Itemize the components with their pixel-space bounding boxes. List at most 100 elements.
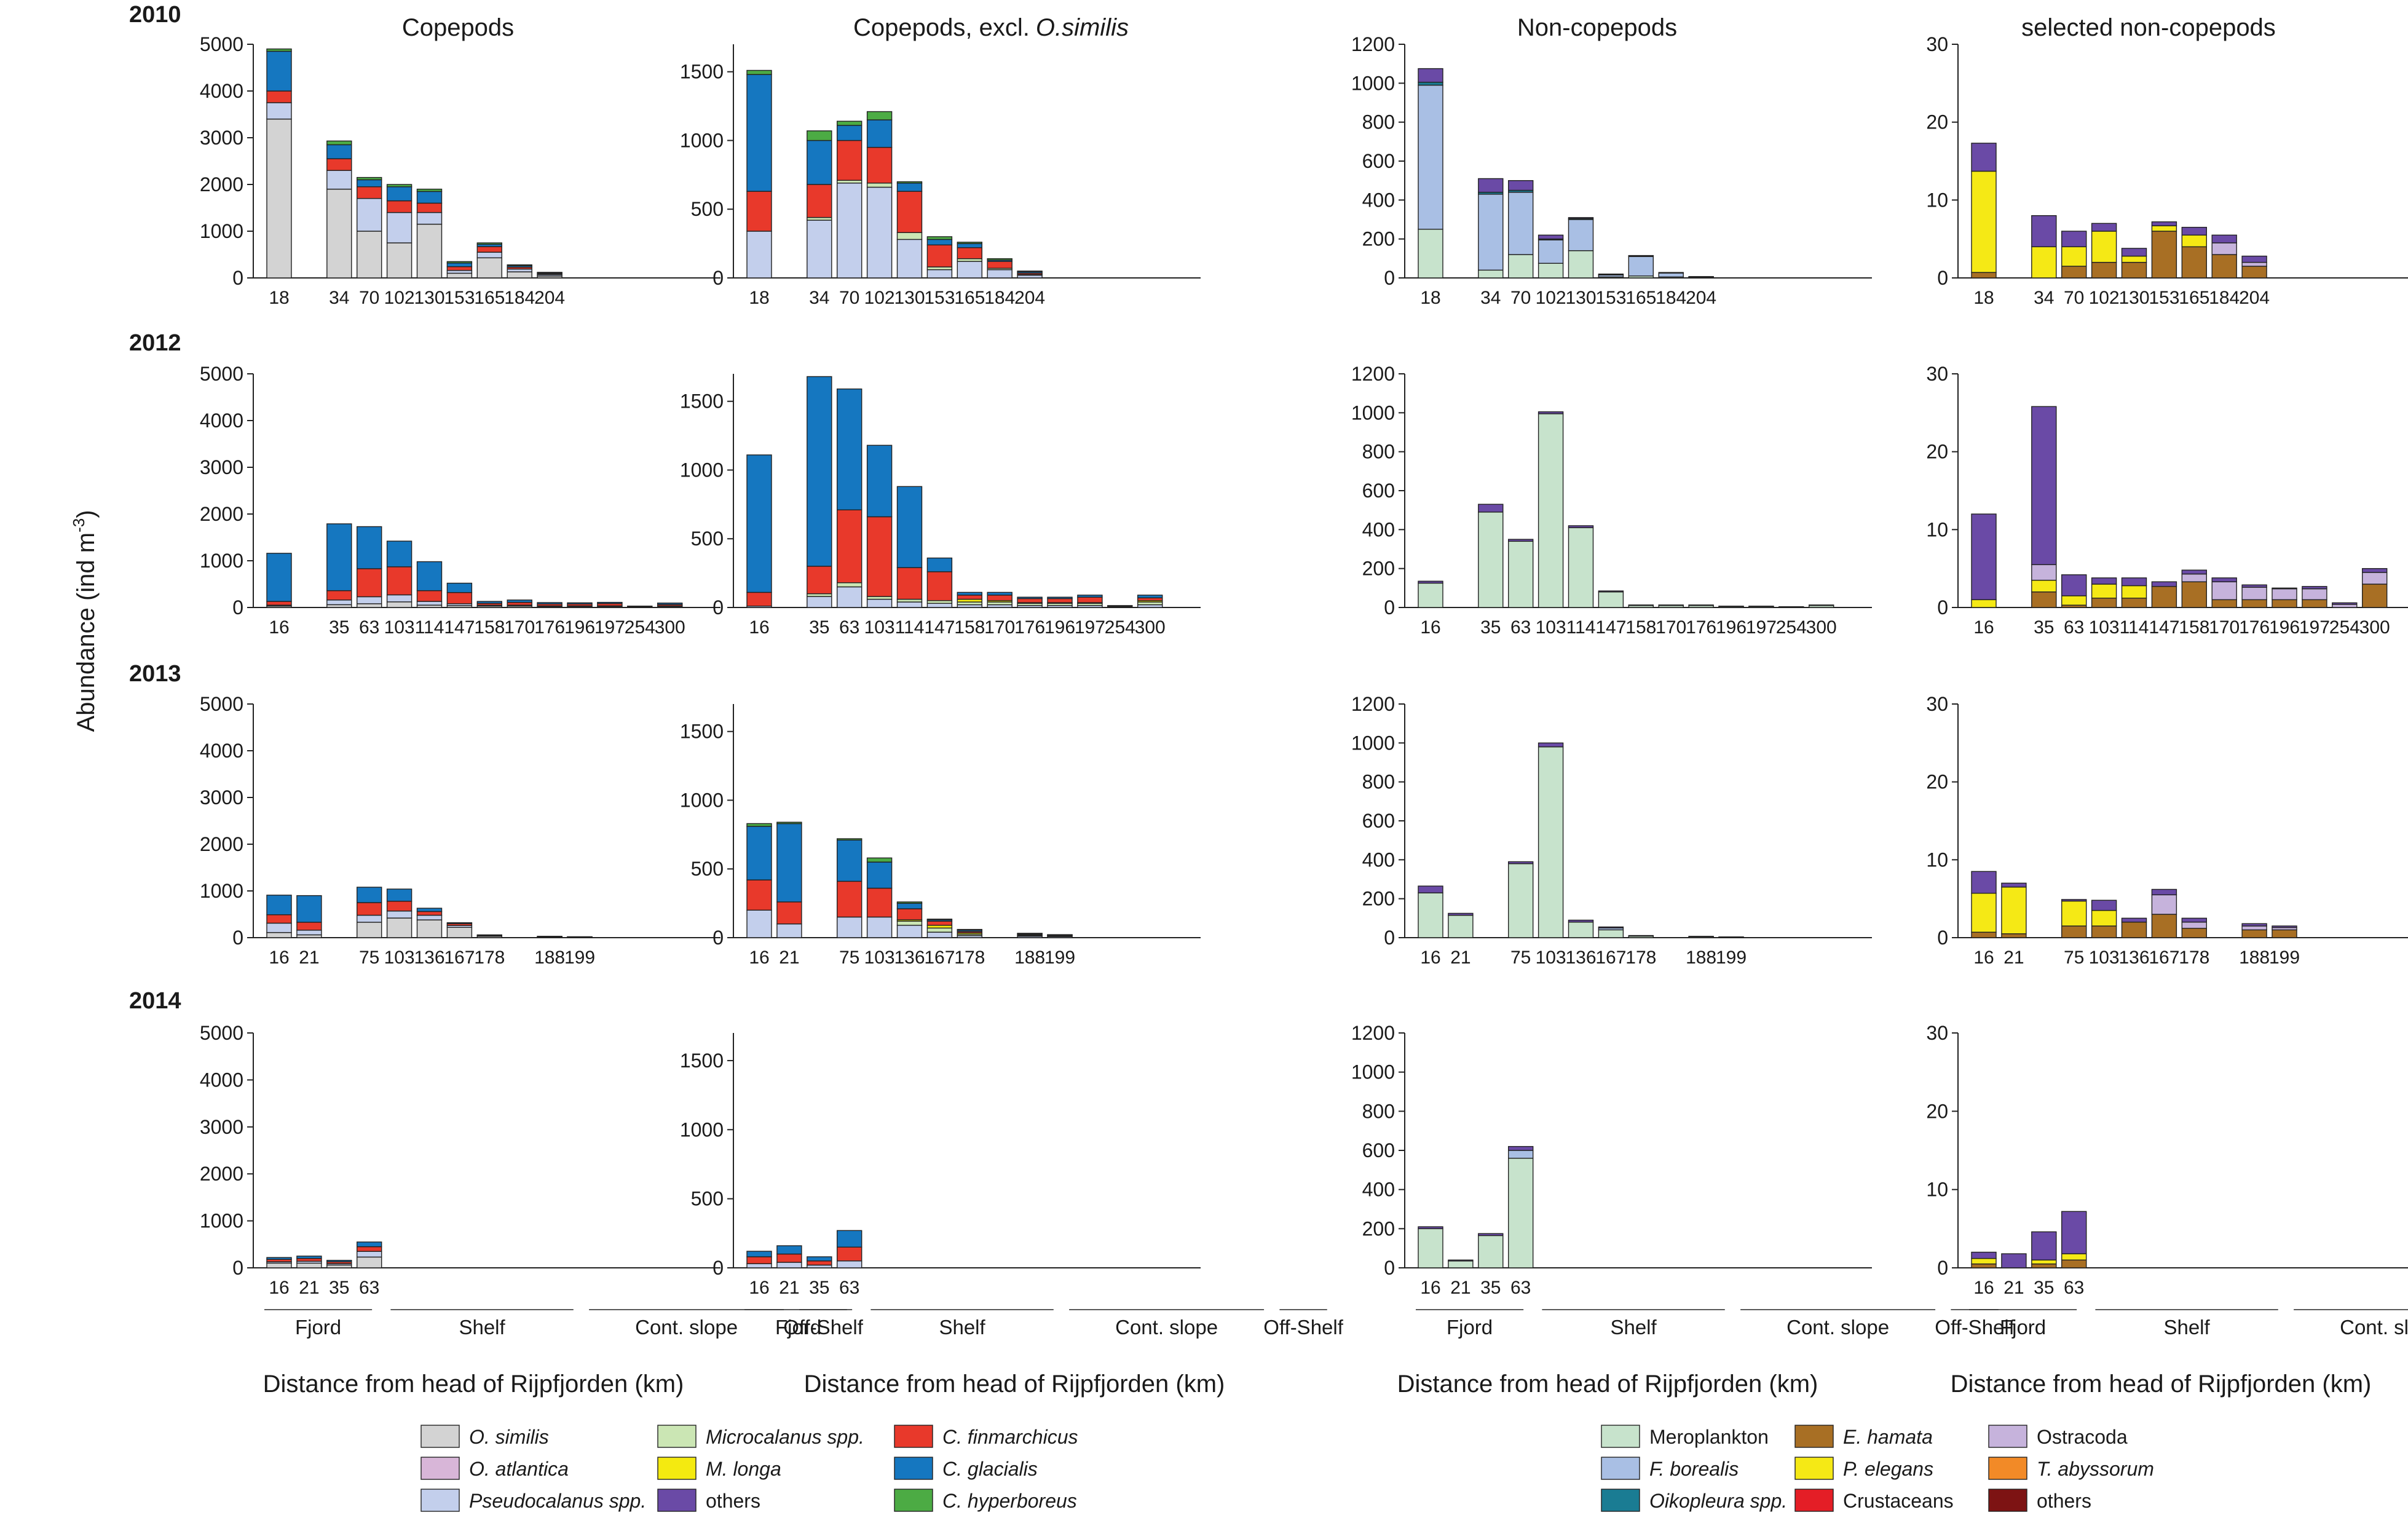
- bar-segment-p-elegans-153: [2151, 225, 2177, 232]
- bar-segment-c-glacialis-102: [866, 119, 893, 148]
- legend-item-others: others: [657, 1489, 760, 1512]
- bar-segment-others-196: [1718, 606, 1744, 607]
- bar-segment-pseudocalanus-spp-63: [836, 586, 863, 608]
- y-tick-label: 3000: [200, 127, 243, 149]
- y-tick-label: 0: [232, 927, 243, 949]
- bar-segment-c-glacialis-16: [746, 826, 772, 880]
- bar-segment-ostracoda-300: [2361, 572, 2388, 585]
- x-tick-label-199: 199: [2269, 947, 2300, 968]
- bar-segment-c-hyperboreus-204: [537, 272, 563, 274]
- y-tick-label: 10: [1926, 518, 1948, 540]
- x-tick-label-16: 16: [1973, 617, 1994, 638]
- bar-segment-c-glacialis-103: [866, 861, 893, 889]
- x-tick-label-199: 199: [1044, 947, 1075, 968]
- x-tick-label-196: 196: [1044, 617, 1075, 638]
- bar-segment-e-hamata-21: [2001, 933, 2027, 938]
- bar-segment-meroplankton-102: [1538, 263, 1564, 279]
- x-tick-label-114: 114: [895, 617, 925, 638]
- bar-segment-c-hyperboreus-18: [746, 69, 772, 75]
- bar-segment-c-glacialis-102: [386, 186, 413, 202]
- legend-item-e-hamata: E. hamata: [1794, 1425, 1933, 1448]
- x-tick-label-165: 165: [954, 288, 985, 308]
- bar-segment-c-hyperboreus-102: [386, 184, 413, 188]
- y-tick-label: 400: [1362, 518, 1395, 540]
- bar-segment-others-184: [2211, 234, 2237, 243]
- bar-segment-p-elegans-35: [2031, 1259, 2057, 1265]
- x-tick-label-167: 167: [2149, 947, 2179, 968]
- y-tick-label: 1000: [200, 1210, 243, 1232]
- x-tick-label-70: 70: [839, 288, 859, 308]
- x-tick-label-153: 153: [924, 288, 955, 308]
- x-tick-label-165: 165: [1625, 288, 1656, 308]
- bar-segment-c-glacialis-103: [866, 445, 893, 518]
- x-tick-label-178: 178: [2179, 947, 2209, 968]
- panel-2010-copepods: 0 1000 2000 3000 4000 5000 18 34 70 1021301531651…: [200, 33, 720, 308]
- legend-label: O. similis: [469, 1426, 549, 1448]
- bar-segment-c-glacialis-153: [446, 262, 473, 267]
- y-tick-label: 0: [1937, 927, 1948, 949]
- bar-segment-microcalanus-spp-63: [836, 582, 863, 588]
- legend-item-pseudocalanus-spp: Pseudocalanus spp.: [420, 1489, 646, 1512]
- bar-segment-ostracoda-196: [2272, 588, 2297, 601]
- x-tick-label-102: 102: [864, 288, 895, 308]
- bar-segment-others-176: [1688, 604, 1714, 606]
- x-tick-label-176: 176: [2239, 617, 2270, 638]
- region-label-fjord: Fjord: [2000, 1316, 2046, 1339]
- x-tick-label-75: 75: [359, 947, 379, 968]
- year-label-2014: 2014: [129, 988, 181, 1014]
- bar-segment-o-similis-136: [416, 919, 443, 938]
- x-tick-label-188: 188: [534, 947, 565, 968]
- column-title-selected-noncopepods: selected non-copepods: [2021, 14, 2276, 41]
- legend-label: Crustaceans: [1843, 1490, 1954, 1512]
- bar-segment-o-similis-153: [446, 272, 473, 279]
- x-tick-label-103: 103: [1536, 947, 1566, 968]
- y-tick-label: 200: [1362, 1217, 1395, 1240]
- bar-segment-pseudocalanus-spp-103: [866, 598, 893, 608]
- region-label-shelf: Shelf: [2163, 1316, 2210, 1339]
- y-tick-label: 5000: [200, 693, 243, 715]
- y-tick-label: 1000: [680, 129, 724, 151]
- bar-segment-c-finmarchicus-114: [416, 590, 443, 602]
- legends: O. similis O. atlantica Pseudocalanus spp.…: [420, 1425, 2154, 1512]
- bar-segment-p-elegans-75: [2061, 900, 2087, 927]
- bar-segment-f-borealis-18: [1418, 84, 1443, 230]
- y-tick-label: 400: [1362, 849, 1395, 871]
- bar-segment-others-136: [2121, 917, 2147, 923]
- legend-label: P. elegans: [1843, 1458, 1933, 1480]
- y-tick-label: 1200: [1351, 1022, 1395, 1044]
- x-tick-label-197: 197: [1075, 617, 1105, 638]
- bar-segment-others-197: [2302, 586, 2327, 590]
- bar-segment-c-glacialis-165: [957, 243, 983, 248]
- bar-segment-c-glacialis-16: [266, 1257, 292, 1260]
- bar-segment-c-hyperboreus-103: [866, 857, 893, 863]
- y-tick-label: 0: [232, 596, 243, 619]
- x-tick-label-34: 34: [329, 288, 349, 308]
- bar-segment-c-hyperboreus-165: [476, 242, 502, 245]
- y-tick-label: 5000: [200, 1022, 243, 1044]
- bar-segment-c-finmarchicus-75: [836, 880, 863, 918]
- bar-segment-e-hamata-165: [2181, 246, 2208, 279]
- bar-segment-e-hamata-147: [2151, 586, 2177, 608]
- bar-segment-o-similis-102: [386, 242, 413, 279]
- bar-segment-f-borealis-70: [1507, 191, 1534, 255]
- legend-label: Oikopleura spp.: [1649, 1490, 1787, 1512]
- bar-segment-meroplankton-130: [1568, 250, 1594, 279]
- x-tick-label-153: 153: [444, 288, 475, 308]
- bar-segment-e-hamata-63: [2061, 1259, 2087, 1268]
- legend-swatch: [420, 1489, 460, 1512]
- bar-segment-c-finmarchicus-153: [446, 266, 473, 271]
- y-tick-label: 0: [1937, 1257, 1948, 1279]
- bar-segment-c-glacialis-136: [416, 908, 443, 912]
- bar-segment-c-glacialis-153: [926, 239, 953, 246]
- region-label-fjord: Fjord: [295, 1316, 341, 1339]
- bar-segment-p-elegans-16: [1971, 599, 1997, 608]
- bar-segment-o-similis-103: [386, 917, 413, 938]
- bar-segment-c-glacialis-147: [446, 582, 473, 593]
- y-tick-label: 3000: [200, 456, 243, 478]
- year-label-2012: 2012: [129, 330, 181, 356]
- bar-segment-c-finmarchicus-114: [896, 567, 923, 600]
- bar-segment-c-finmarchicus-103: [866, 887, 893, 918]
- x-tick-label-16: 16: [1420, 947, 1440, 968]
- y-tick-label: 200: [1362, 228, 1395, 250]
